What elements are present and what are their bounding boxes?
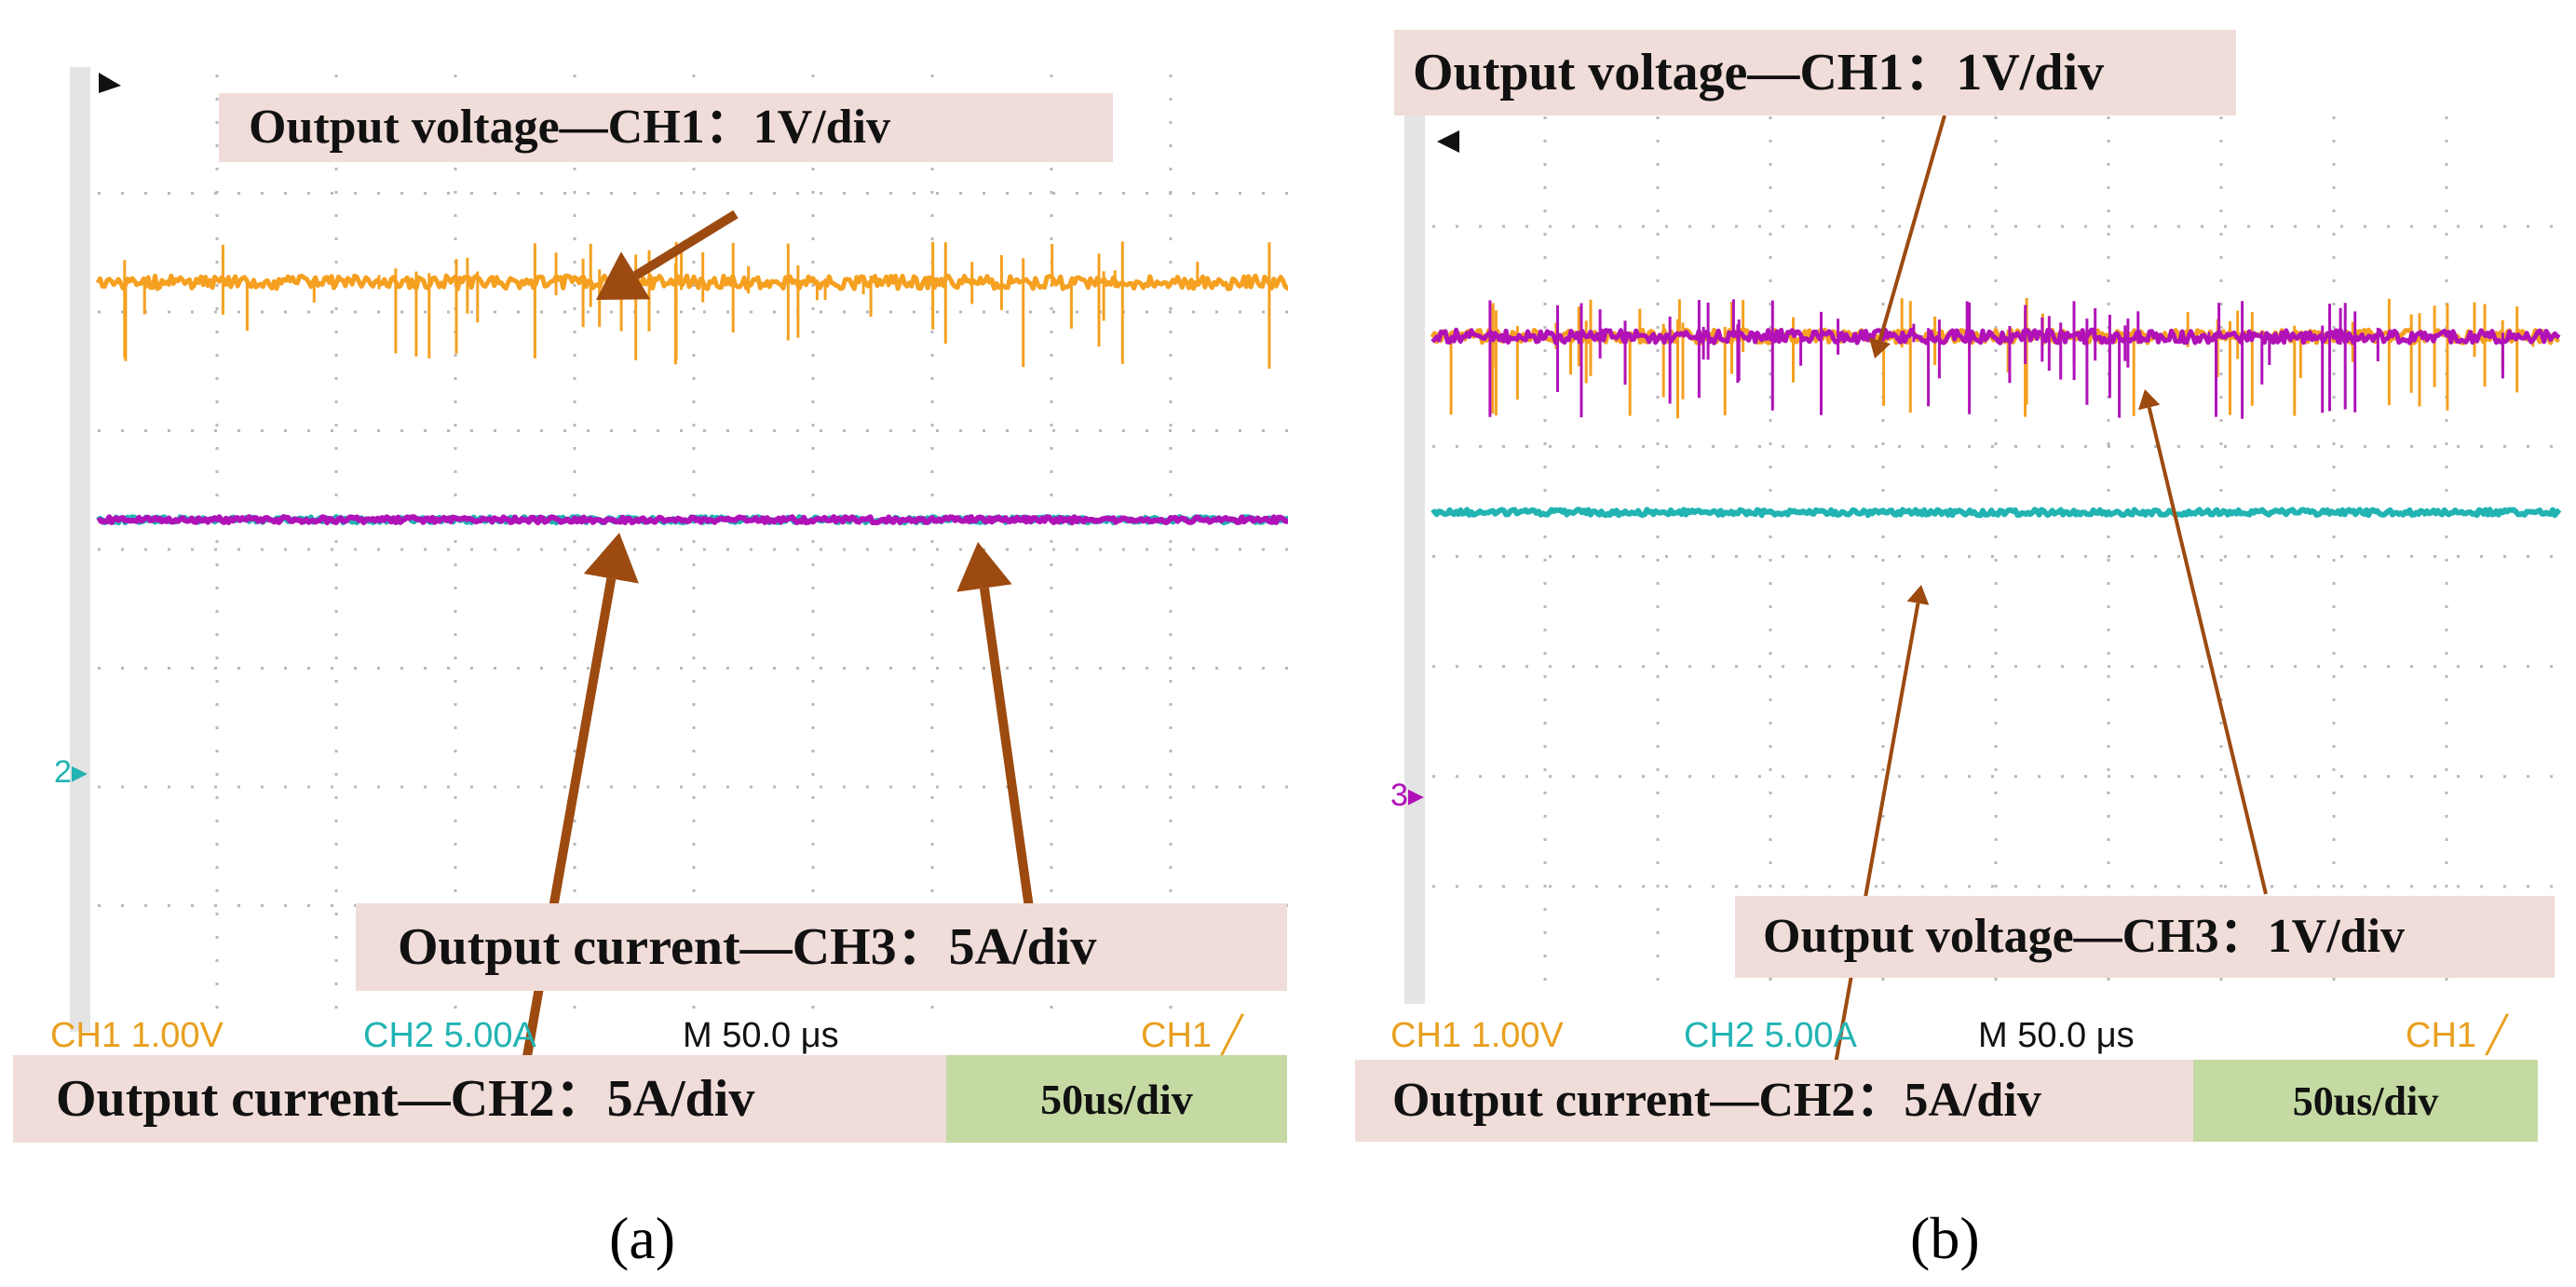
label-ch3-a: Output current—CH3：5A/div bbox=[356, 903, 1287, 991]
time-div-box-b: 50us/div bbox=[2193, 1060, 2538, 1142]
label-ch2-a: Output current—CH2：5A/div bbox=[13, 1055, 946, 1143]
label-ch1-a: Output voltage—CH1：1V/div bbox=[219, 93, 1113, 162]
ground-marker-b: 3▸ bbox=[1390, 778, 1424, 813]
ch1-marker-b bbox=[1437, 130, 1459, 153]
oscilloscope-screen-b: 3▸ bbox=[1390, 109, 2567, 1132]
caption-a: (a) bbox=[609, 1205, 676, 1271]
trace-ch1-b bbox=[1430, 327, 2560, 345]
status-time-a: M 50.0 μs bbox=[683, 1016, 839, 1055]
arrow-ch2-b bbox=[1822, 603, 1920, 1132]
trace-ch1-a bbox=[95, 273, 1288, 291]
arrow-ch3-a bbox=[979, 587, 1034, 909]
oscilloscope-screen-a: 2▸ bbox=[54, 67, 1288, 1063]
ch1-marker-a bbox=[99, 73, 121, 93]
label-ch3-b: Output voltage—CH3：1V/div bbox=[1735, 896, 2555, 978]
status-trigger-b: CH1 ╱ bbox=[2406, 1016, 2508, 1055]
status-ch2-a: CH2 5.00A bbox=[363, 1016, 536, 1055]
arrow-ch1-b-head bbox=[1868, 337, 1891, 359]
status-ch1-a: CH1 1.00V bbox=[50, 1016, 224, 1055]
ground-marker-a: 2▸ bbox=[54, 754, 88, 790]
trace-ch3-a bbox=[96, 514, 1288, 526]
status-ch1-b: CH1 1.00V bbox=[1390, 1016, 1564, 1055]
arrow-ch1-a bbox=[633, 210, 739, 280]
arrow-ch2-b-head bbox=[1906, 585, 1930, 605]
status-time-b: M 50.0 μs bbox=[1978, 1016, 2135, 1055]
screen-bg-a bbox=[90, 67, 1288, 1032]
panel-a: 2▸ Output voltage—CH1：1V/div Output curr… bbox=[13, 67, 1288, 1271]
arrow-ch1-b bbox=[1878, 115, 1946, 342]
arrow-ch2-a-head bbox=[583, 533, 639, 584]
arrow-ch1-a-head bbox=[596, 251, 651, 300]
label-ch2-b: Output current—CH2：5A/div bbox=[1355, 1060, 2193, 1142]
caption-b: (b) bbox=[1910, 1205, 1980, 1271]
panel-b: 3▸ Output voltage—CH1：1V/div Output volt… bbox=[1288, 0, 2576, 1287]
trace-ch3-b bbox=[1430, 327, 2561, 345]
trace-ch2-b bbox=[1430, 507, 2562, 519]
arrow-ch3-b-head bbox=[2137, 389, 2161, 411]
screen-bezel-b bbox=[1404, 109, 1425, 1004]
status-ch2-b: CH2 5.00A bbox=[1684, 1016, 1857, 1055]
status-trigger-a: CH1 ╱ bbox=[1141, 1016, 1243, 1055]
time-div-box-a: 50us/div bbox=[946, 1055, 1287, 1143]
label-ch1-b: Output voltage—CH1：1V/div bbox=[1394, 30, 2236, 115]
screen-bezel-a bbox=[70, 67, 90, 1032]
arrow-ch3-a-head bbox=[956, 542, 1012, 592]
arrow-ch3-b bbox=[2147, 406, 2268, 895]
